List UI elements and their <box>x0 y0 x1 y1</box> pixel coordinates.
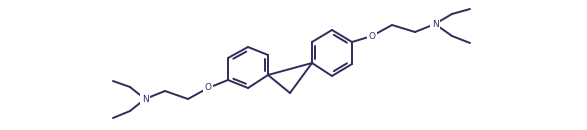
Text: O: O <box>204 83 211 93</box>
Text: O: O <box>369 31 376 41</box>
Text: N: N <box>431 20 438 28</box>
Text: N: N <box>141 95 149 103</box>
